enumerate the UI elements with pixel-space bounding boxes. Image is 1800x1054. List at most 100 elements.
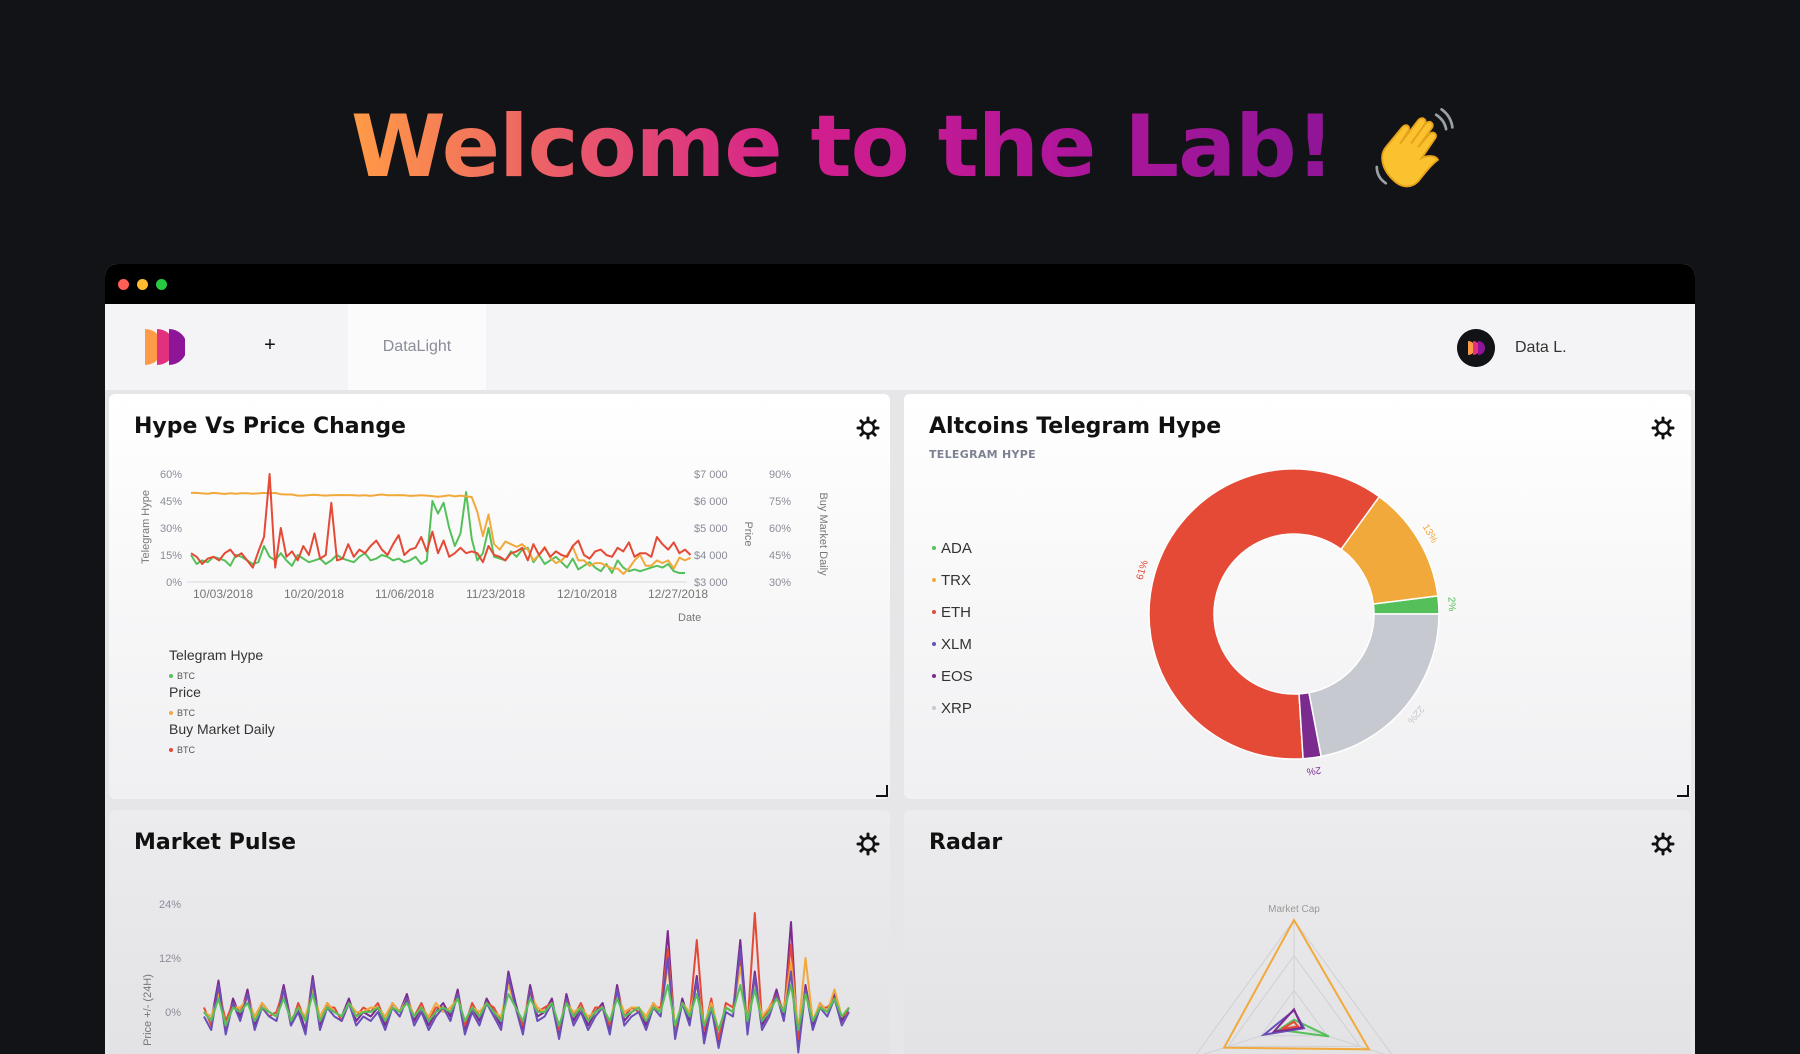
- panel-title: Radar: [929, 830, 1003, 855]
- series-line-buy-market-daily: [190, 473, 692, 569]
- panel-subtitle: TELEGRAM HYPE: [929, 448, 1036, 461]
- radar-series: [1222, 917, 1371, 1051]
- legend-label: XLM: [941, 636, 972, 653]
- legend-dot: [932, 578, 936, 582]
- add-tab-button[interactable]: +: [264, 334, 276, 356]
- donut-slice-xrp: [1308, 613, 1440, 758]
- radar-axis-label: Market Cap: [1268, 904, 1320, 915]
- hero: Welcome to the Lab!: [0, 92, 1800, 202]
- legend-label: Telegram Hype: [169, 647, 263, 663]
- x-tick-label: 10/20/2018: [284, 587, 344, 601]
- legend-dot: [932, 546, 936, 550]
- y-right-price-tick-label: $7 000: [694, 469, 728, 481]
- legend-label: Buy Market Daily: [169, 721, 275, 737]
- panel-market-pulse: Market Pulse 24% 12% 0% Price +/- (24H): [109, 810, 890, 1054]
- hype-price-chart: 0% 15% 30% 45% 60% $3 000 $4 000 $5 000 $6 000 $7…: [140, 469, 829, 755]
- legend-dot: [169, 674, 173, 678]
- y-tick-label: 12%: [159, 953, 181, 965]
- x-tick-label: 10/03/2018: [193, 587, 253, 601]
- panel-title: Hype Vs Price Change: [134, 414, 406, 439]
- x-tick-label: 11/23/2018: [466, 587, 525, 601]
- x-tick-label: 12/27/2018: [648, 587, 708, 601]
- y-left-tick-label: 15%: [160, 550, 182, 562]
- pulse-series-line: [203, 984, 850, 1031]
- radar-series: [1281, 1020, 1300, 1030]
- series-line-price: [191, 491, 692, 575]
- y-left-axis-label: Telegram Hype: [140, 490, 152, 564]
- x-tick-label: 12/10/2018: [557, 587, 617, 601]
- legend-dot: [169, 748, 173, 752]
- donut-slice-eth: [1148, 468, 1381, 760]
- y-right-price-tick-label: $6 000: [694, 496, 728, 508]
- panel-altcoins-telegram-hype: Altcoins Telegram Hype TELEGRAM HYPE 2% 1…: [904, 394, 1691, 799]
- radar-series: [1271, 1007, 1304, 1033]
- radar-grid: [1260, 989, 1328, 1037]
- legend-dot: [932, 610, 936, 614]
- panel-hype-vs-price: Hype Vs Price Change 0% 15% 30% 45% 60% $3 00…: [109, 394, 890, 799]
- legend-sub-label: BTC: [177, 708, 196, 718]
- panel-radar: Radar Market CapVol 24hTwitter Hype: [904, 810, 1691, 1054]
- series-line-telegram-hype: [190, 491, 685, 574]
- x-axis-label: Date: [678, 612, 701, 624]
- legend-label: EOS: [941, 668, 973, 685]
- y-right-buy-tick-label: 45%: [769, 550, 791, 562]
- user-name[interactable]: Data L.: [1515, 339, 1567, 356]
- y-right-price-tick-label: $5 000: [694, 523, 728, 535]
- radar-grid: [1195, 919, 1393, 1054]
- y-axis-label: Price +/- (24H): [142, 974, 154, 1046]
- legend-label: ETH: [941, 604, 971, 621]
- gear-icon[interactable]: [856, 832, 880, 856]
- maximize-window-button[interactable]: [156, 279, 167, 290]
- legend-label: TRX: [941, 572, 971, 589]
- legend-label: XRP: [941, 700, 972, 717]
- market-pulse-chart: 24% 12% 0% Price +/- (24H): [142, 899, 850, 1054]
- panel-title: Market Pulse: [134, 830, 297, 855]
- radar-series: [1276, 1018, 1330, 1038]
- legend-label: ADA: [941, 540, 972, 557]
- gear-icon[interactable]: [1651, 832, 1675, 856]
- y-left-tick-label: 45%: [160, 496, 182, 508]
- y-left-tick-label: 0%: [166, 577, 182, 589]
- panel-title: Altcoins Telegram Hype: [929, 414, 1222, 439]
- legend-label: Price: [169, 684, 201, 700]
- donut-slice-label: 22%: [1405, 703, 1426, 726]
- y-left-tick-label: 60%: [160, 469, 182, 481]
- y-right-buy-tick-label: 30%: [769, 577, 791, 589]
- y-tick-label: 0%: [165, 1007, 181, 1019]
- resize-handle[interactable]: [1677, 785, 1689, 797]
- y-tick-label: 24%: [159, 899, 181, 911]
- hero-title: Welcome to the Lab!: [351, 92, 1335, 202]
- y-right-buy-axis-label: Buy Market Daily: [817, 492, 829, 576]
- y-right-price-tick-label: $3 000: [694, 577, 728, 589]
- radar-chart: Market CapVol 24hTwitter Hype: [1131, 904, 1435, 1054]
- donut-slice-label: 2%: [1445, 597, 1457, 612]
- gear-icon[interactable]: [1651, 416, 1675, 440]
- donut-slice-label: 61%: [1135, 559, 1151, 581]
- y-right-buy-tick-label: 75%: [769, 496, 791, 508]
- y-right-price-tick-label: $4 000: [694, 550, 728, 562]
- app-header: + DataLight Data L.: [105, 304, 1695, 390]
- x-tick-label: 11/06/2018: [375, 587, 434, 601]
- radar-spoke: [1293, 1024, 1385, 1054]
- y-left-tick-label: 30%: [160, 523, 182, 535]
- y-right-buy-tick-label: 90%: [769, 469, 791, 481]
- waving-hand-icon: [1375, 108, 1454, 188]
- legend-sub-label: BTC: [177, 671, 196, 681]
- donut-slice-label: 2%: [1306, 764, 1322, 777]
- tab-datalight[interactable]: DataLight: [348, 304, 486, 390]
- legend-sub-label: BTC: [177, 745, 196, 755]
- datalight-logo-icon[interactable]: [143, 327, 185, 367]
- app-window: + DataLight Data L. Hype Vs Price Change…: [105, 264, 1695, 1054]
- legend-dot: [932, 674, 936, 678]
- telegram-hype-donut-chart: 2% 13% 61% 2% 22% ADA TRX ETH XLM EOS XRP: [932, 468, 1457, 777]
- donut-slice-label: 13%: [1420, 522, 1440, 545]
- radar-grid: [1227, 954, 1361, 1047]
- close-window-button[interactable]: [118, 279, 129, 290]
- gear-icon[interactable]: [856, 416, 880, 440]
- avatar[interactable]: [1457, 329, 1495, 367]
- legend-dot: [932, 706, 936, 710]
- resize-handle[interactable]: [876, 785, 888, 797]
- legend-dot: [932, 642, 936, 646]
- minimize-window-button[interactable]: [137, 279, 148, 290]
- y-right-price-axis-label: Price: [742, 521, 754, 546]
